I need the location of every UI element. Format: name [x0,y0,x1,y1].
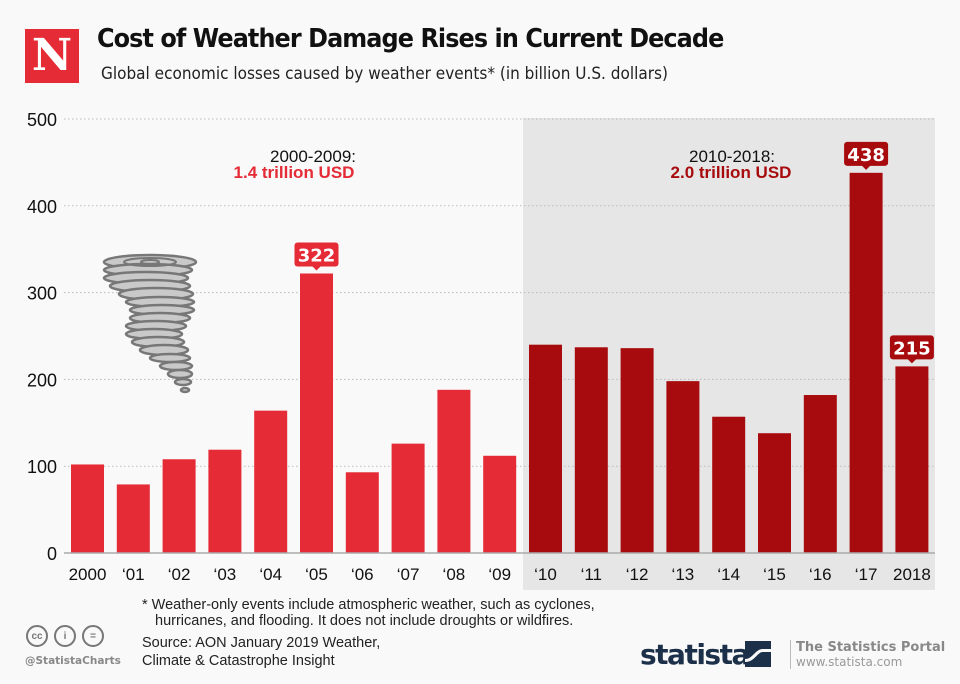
chart-subtitle: Global economic losses caused by weather… [101,64,668,84]
y-tick-label: 0 [47,544,57,564]
source-line-1: Source: AON January 2019 Weather, [142,635,381,651]
x-tick-label: ‘07 [397,565,420,584]
statista-logo[interactable]: statista [640,638,750,671]
x-tick-label: ‘15 [763,565,786,584]
source-line-2: Climate & Catastrophe Insight [142,653,335,669]
y-tick-label: 500 [27,110,57,130]
bar [483,455,517,553]
data-label: 438 [844,141,889,170]
tornado-eye [123,257,177,267]
twitter-handle: @StatistaCharts [25,655,121,667]
y-tick-label: 300 [27,284,57,304]
footnote-line-1: * Weather-only events include atmospheri… [142,597,595,613]
x-tick-label: ‘11 [581,565,602,584]
bar [895,366,929,553]
tornado-ring [173,377,193,387]
bar [574,347,608,553]
x-tick-label: ‘12 [626,565,649,584]
bar [666,381,700,553]
x-tick-label: ‘17 [855,565,878,584]
cc-icon: cc [26,625,48,647]
tornado-ring [166,368,194,380]
y-tick-label: 400 [27,197,57,217]
data-label-bg [294,242,339,267]
bar [391,443,425,553]
bar [803,395,837,553]
x-tick-label: ‘09 [488,565,511,584]
bar [345,472,379,553]
x-tick-label: ‘03 [214,565,237,584]
tornado-ring [158,360,194,372]
bar [116,484,150,553]
data-label-pointer [861,164,872,170]
chart-title: Cost of Weather Damage Rises in Current … [97,24,724,54]
tornado-ring [179,386,191,394]
data-label-pointer [906,358,917,364]
x-tick-label: ‘16 [809,565,832,584]
x-tick-label: ‘10 [534,565,557,584]
bar [162,459,196,553]
data-label-text: 322 [298,246,336,267]
x-tick-label: ‘08 [443,565,466,584]
data-label-bg [844,141,889,166]
x-tick-label: ‘14 [717,565,740,584]
data-label: 215 [889,335,934,364]
data-label-text: 215 [893,338,931,359]
x-tick-label: ‘01 [122,565,145,584]
x-tick-label: 2018 [893,565,931,584]
bar [529,344,562,553]
decade1-total-label: 1.4 trillion USD [234,163,355,182]
statista-mark-icon [745,641,771,667]
decade1-range-label: 2000-2009: [270,147,356,166]
license-icons: cc i = [26,625,104,647]
bar [71,464,104,553]
x-tick-label: ‘04 [259,565,282,584]
attribution-icon: i [54,625,76,647]
x-tick-label: ‘13 [672,565,695,584]
bar [712,416,746,553]
decade2-total-label: 2.0 trillion USD [671,163,792,182]
bar-chart: 0 100 200 300 400 500 2000 ‘01 ‘02 ‘03 ‘04 ‘05 ‘06 ‘… [27,110,935,590]
x-tick-label: ‘02 [168,565,191,584]
bar [208,449,242,553]
bars [71,172,929,554]
source: Source: AON January 2019 Weather, Climat… [142,634,380,670]
x-tick-label: ‘05 [305,565,328,584]
data-label-pointer [311,265,322,271]
x-axis-ticks: 2000 ‘01 ‘02 ‘03 ‘04 ‘05 ‘06 ‘07 ‘08 ‘09 ‘10 ‘11 ‘12… [69,565,931,584]
tornado-ring [148,352,192,364]
newsweek-logo: N [25,29,79,83]
decade2-range-label: 2010-2018: [689,147,775,166]
no-derivatives-icon: = [82,625,104,647]
footnote-line-2: hurricanes, and flooding. It does not in… [155,613,574,629]
bar [437,389,471,553]
bar [620,348,654,553]
portal-name: The Statistics Portal [796,640,946,655]
y-tick-label: 200 [27,370,57,390]
x-tick-label: ‘06 [351,565,374,584]
data-label: 322 [294,242,339,271]
data-label-text: 438 [847,145,885,166]
statista-portal[interactable]: The Statistics Portal www.statista.com [790,640,945,669]
data-label-bg [889,335,934,360]
y-axis-ticks: 0 100 200 300 400 500 [27,110,57,564]
bar [300,273,333,553]
tornado-eye [140,259,160,265]
portal-url[interactable]: www.statista.com [796,655,903,669]
footnote: * Weather-only events include atmospheri… [142,597,595,629]
bar [758,433,791,553]
bar [254,410,288,553]
tornado-icon [102,253,198,394]
bar [849,172,883,554]
data-labels: 322 438 215 [294,141,934,364]
y-tick-label: 100 [27,457,57,477]
x-tick-label: 2000 [69,565,107,584]
